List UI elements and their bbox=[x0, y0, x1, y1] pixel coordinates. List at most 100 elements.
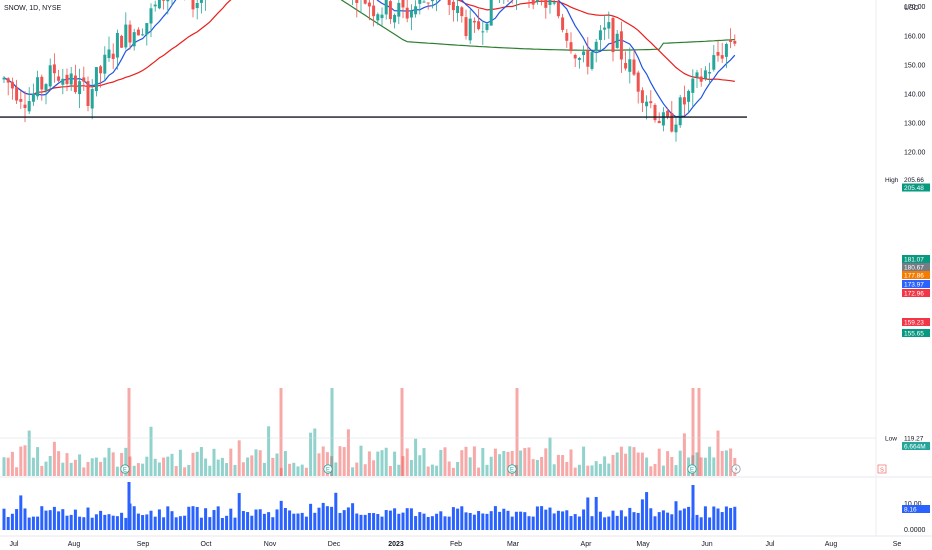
volume-bar bbox=[321, 446, 325, 476]
price-label-caption-bg bbox=[881, 434, 901, 442]
indicator-bar bbox=[44, 510, 48, 530]
time-axis[interactable]: Jul Aug Sep Oct Nov Dec 2023 Feb Mar Apr May Jun Jul… bbox=[10, 541, 902, 548]
candle-body bbox=[594, 41, 598, 51]
candle-body bbox=[162, 0, 166, 1]
price-label-value: 172.96 bbox=[904, 290, 924, 297]
indicator-bar bbox=[573, 514, 577, 530]
volume-bar bbox=[506, 451, 510, 476]
time-tick-label[interactable]: Dec bbox=[328, 541, 341, 548]
candle-body bbox=[552, 2, 556, 4]
candle-body bbox=[115, 32, 119, 58]
time-tick-label[interactable]: May bbox=[636, 541, 650, 548]
indicator-bar bbox=[451, 507, 455, 530]
earnings-marker-label: E bbox=[326, 468, 330, 474]
candle-body bbox=[640, 90, 644, 103]
volume-bar bbox=[124, 447, 128, 476]
time-tick-label[interactable]: Jul bbox=[766, 541, 775, 548]
time-tick-label[interactable]: Aug bbox=[825, 541, 838, 548]
indicator-bar bbox=[65, 515, 69, 530]
candle-body bbox=[153, 4, 157, 7]
indicator-bar bbox=[309, 503, 313, 530]
candle-body bbox=[569, 42, 573, 52]
price-label-value: 177.86 bbox=[904, 272, 924, 279]
candle-body bbox=[666, 110, 670, 118]
earnings-marker-label: E bbox=[123, 468, 127, 474]
indicator-bar bbox=[729, 508, 733, 530]
indicator-bar bbox=[23, 508, 27, 530]
time-tick-label[interactable]: Sep bbox=[137, 541, 150, 548]
earnings-marker-circle bbox=[687, 464, 697, 474]
candle-body bbox=[19, 99, 23, 102]
volume-bar bbox=[468, 457, 472, 476]
volume-bar bbox=[78, 454, 82, 476]
candle-body bbox=[619, 31, 623, 60]
price-label: 172.96 bbox=[902, 289, 930, 297]
candle-body bbox=[561, 17, 565, 30]
volume-bar bbox=[52, 441, 56, 476]
candle-body bbox=[166, 0, 170, 2]
candle-body bbox=[649, 101, 653, 104]
indicator-bar bbox=[107, 514, 111, 530]
volume-spike bbox=[127, 388, 131, 476]
candle-body bbox=[414, 6, 418, 15]
indicator-bar bbox=[115, 516, 119, 530]
indicator-bar bbox=[6, 516, 10, 530]
volume-bar bbox=[275, 453, 279, 476]
time-tick-label[interactable]: Apr bbox=[581, 541, 593, 548]
volume-bar bbox=[598, 463, 602, 476]
indicator-bar bbox=[611, 510, 615, 530]
indicator-bar bbox=[426, 516, 430, 530]
volume-bar bbox=[628, 446, 632, 476]
time-tick-label[interactable]: Oct bbox=[201, 541, 212, 548]
time-tick-label[interactable]: Nov bbox=[264, 541, 277, 548]
indicator-bar bbox=[561, 511, 565, 530]
indicator-bar bbox=[300, 512, 304, 530]
volume-bar bbox=[430, 464, 434, 476]
volume-bar bbox=[405, 448, 409, 476]
candle-body bbox=[670, 112, 674, 132]
volume-bar bbox=[233, 464, 237, 476]
indicator-bar bbox=[464, 512, 468, 530]
volume-bar bbox=[111, 452, 115, 476]
time-tick-label[interactable]: Mar bbox=[507, 541, 520, 548]
dividend-marker-box bbox=[877, 464, 887, 474]
horizontal-levels[interactable] bbox=[0, 0, 876, 439]
lightning-marker[interactable] bbox=[731, 464, 741, 474]
earnings-marker[interactable]: E bbox=[687, 464, 697, 474]
time-tick-label[interactable]: 2023 bbox=[388, 541, 404, 548]
indicator-bar bbox=[258, 509, 262, 530]
volume-bar bbox=[409, 459, 413, 476]
dividend-marker[interactable]: S bbox=[877, 464, 887, 474]
candle-body bbox=[195, 2, 199, 9]
price-label-box bbox=[902, 175, 930, 184]
time-tick-label[interactable]: Se bbox=[893, 541, 902, 548]
candle-body bbox=[598, 30, 602, 40]
volume-label: 8.16 bbox=[902, 505, 930, 513]
candle-body bbox=[729, 40, 733, 42]
indicator-bar bbox=[405, 508, 409, 530]
volume-bar bbox=[44, 461, 48, 476]
volume-bar bbox=[237, 440, 241, 476]
indicator-bar bbox=[502, 508, 506, 530]
price-label: 173.97 bbox=[902, 280, 930, 288]
earnings-marker[interactable]: E bbox=[507, 464, 517, 474]
volume-bar bbox=[19, 446, 23, 476]
indicator-bar bbox=[607, 516, 611, 530]
time-tick-label[interactable]: Aug bbox=[68, 541, 81, 548]
volume-bar bbox=[271, 457, 275, 476]
volume-bar bbox=[195, 451, 199, 476]
time-tick-label[interactable]: Jul bbox=[10, 541, 19, 548]
earnings-marker[interactable]: E bbox=[120, 464, 130, 474]
indicator-bar bbox=[338, 512, 342, 530]
price-label-box bbox=[902, 289, 930, 297]
earnings-marker-label: E bbox=[690, 468, 694, 474]
indicator-bar bbox=[682, 508, 686, 530]
price-tick-label: 120.00 bbox=[904, 149, 926, 156]
earnings-marker[interactable]: E bbox=[323, 464, 333, 474]
indicator-bar bbox=[531, 516, 535, 530]
price-label-value: 180.67 bbox=[904, 264, 924, 271]
time-tick-label[interactable]: Feb bbox=[450, 541, 462, 548]
time-tick-label[interactable]: Jun bbox=[701, 541, 712, 548]
